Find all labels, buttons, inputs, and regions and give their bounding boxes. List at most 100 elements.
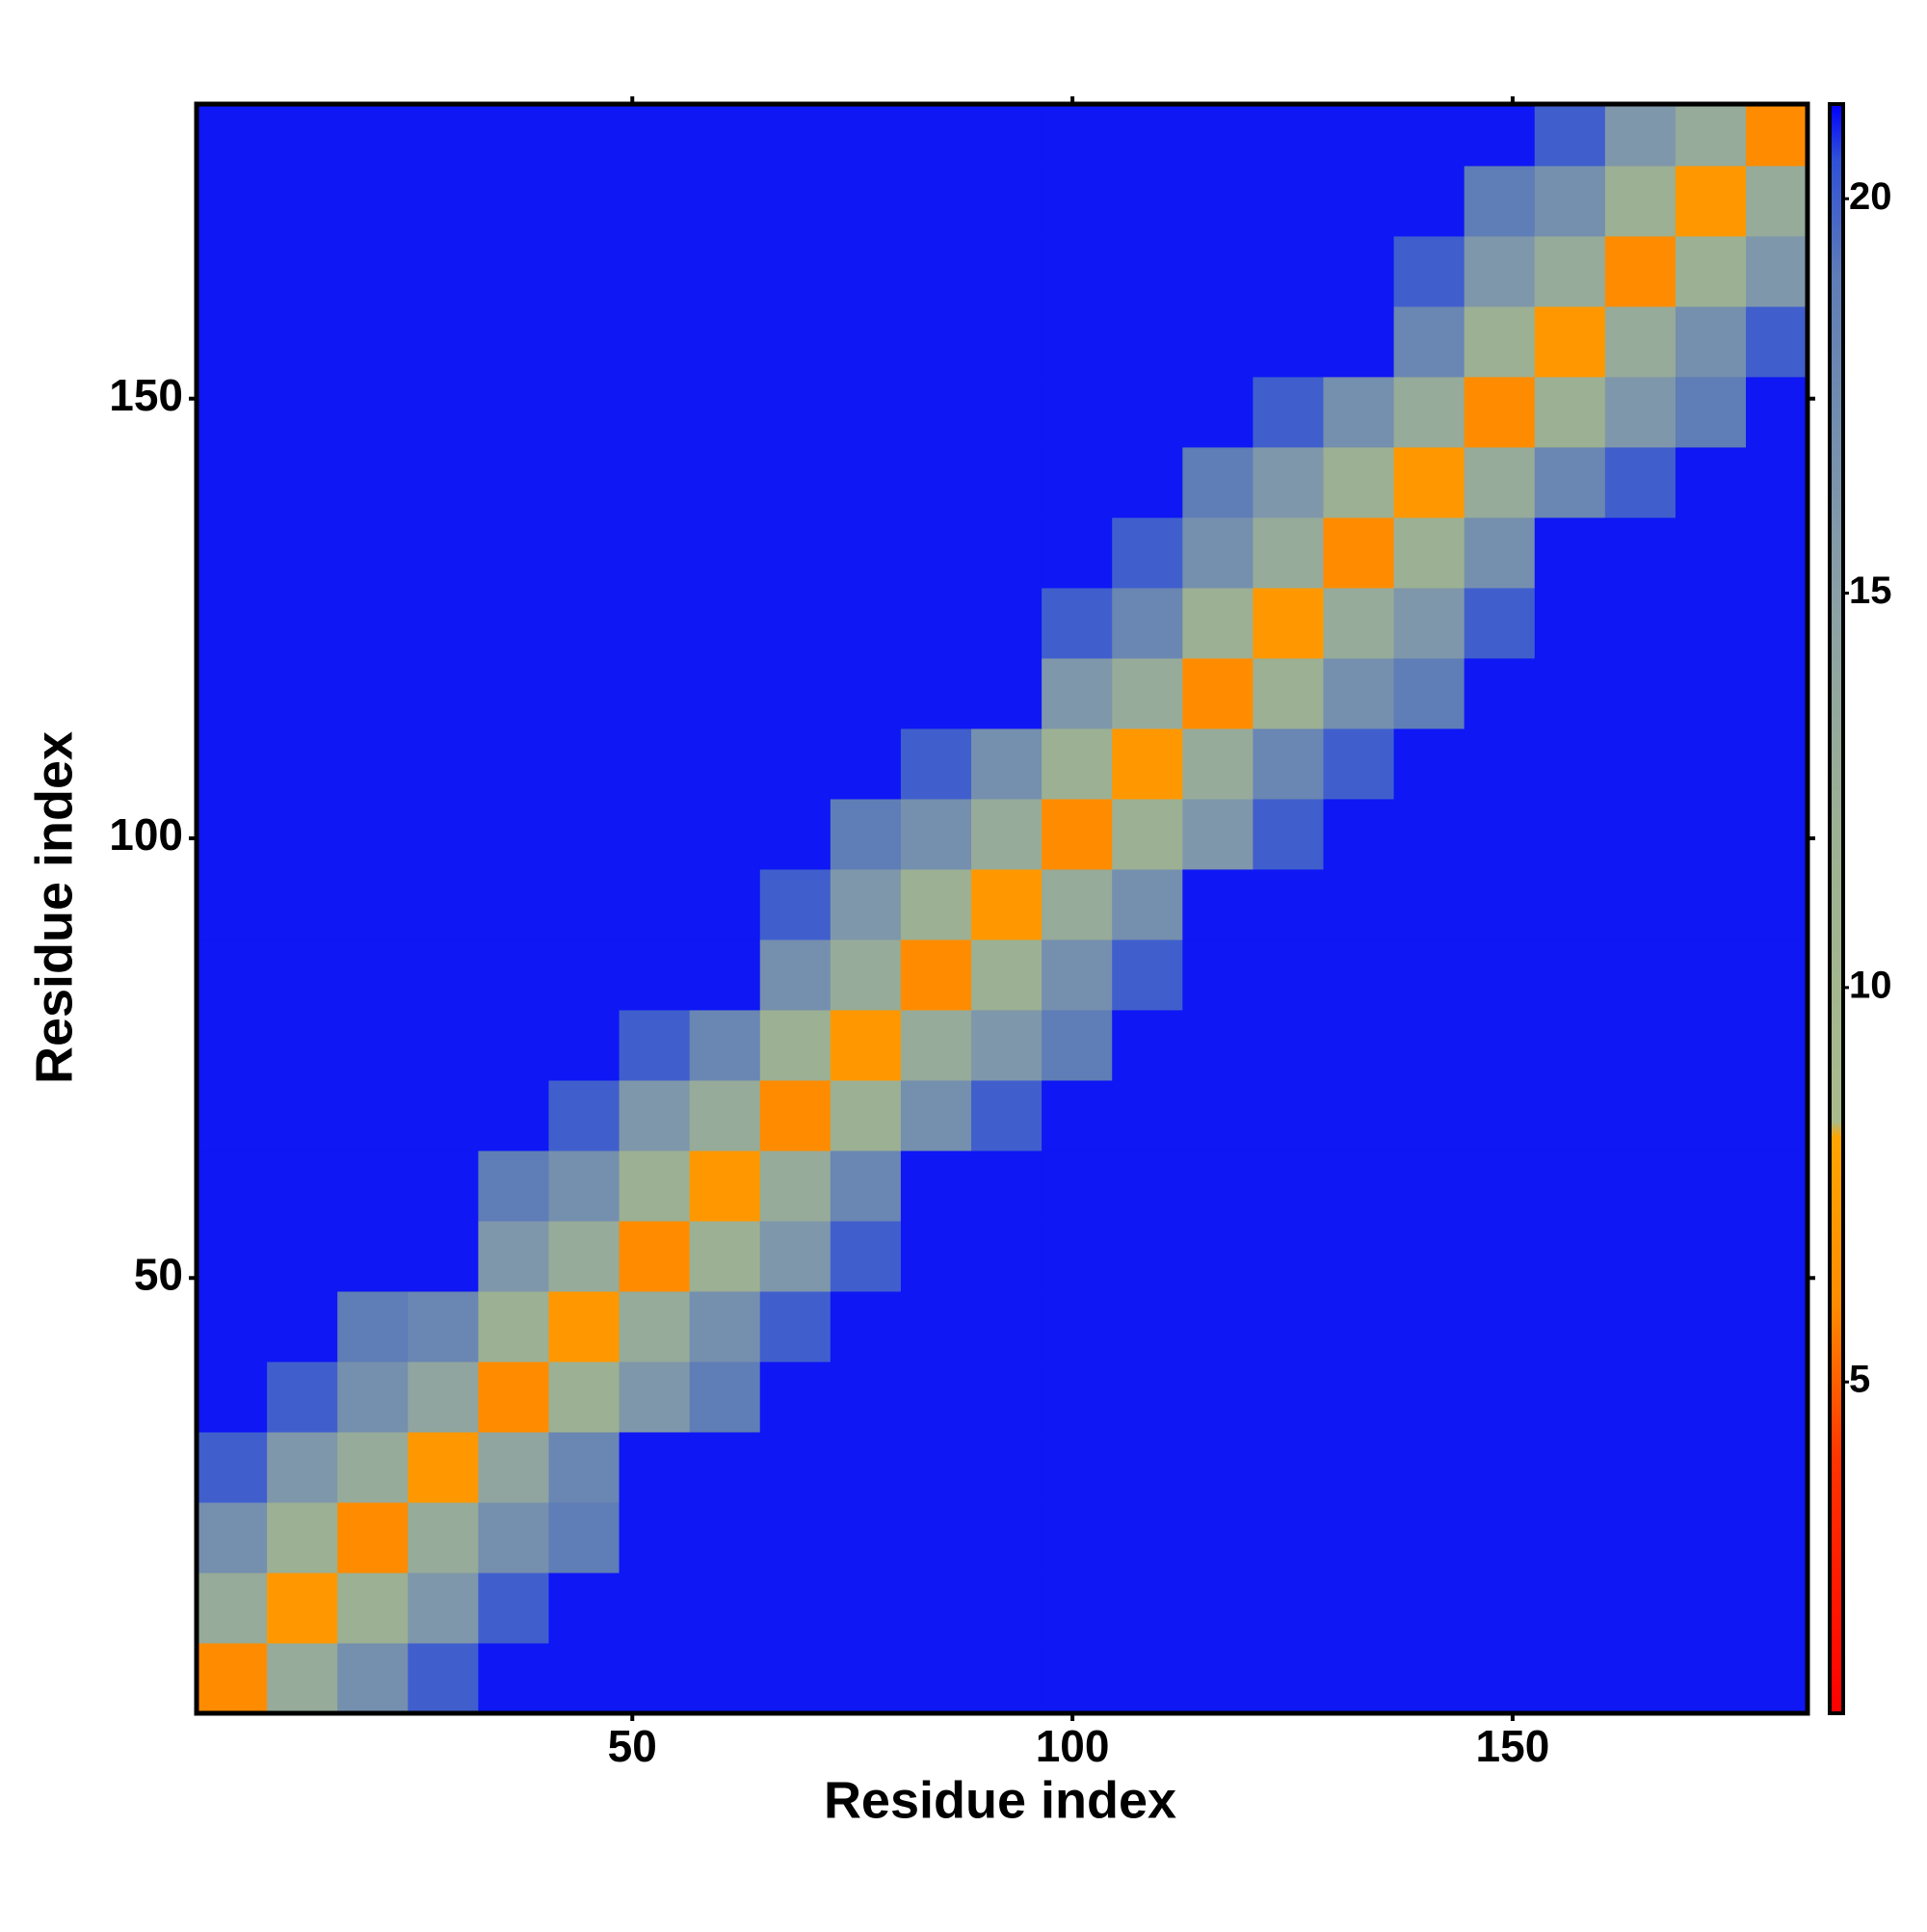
heatmap-cell xyxy=(1112,1572,1183,1644)
heatmap-cell xyxy=(900,1642,972,1714)
heatmap-cell xyxy=(971,1220,1043,1292)
heatmap-cell xyxy=(1746,1572,1808,1644)
heatmap-cell xyxy=(830,305,902,378)
heatmap-cell xyxy=(1112,1642,1183,1714)
heatmap-cell xyxy=(197,1572,268,1644)
heatmap-cell xyxy=(1042,104,1113,167)
heatmap-cell xyxy=(971,798,1043,870)
heatmap-cell xyxy=(267,1220,338,1292)
heatmap-cell xyxy=(900,1220,972,1292)
heatmap-cell xyxy=(1464,868,1536,940)
heatmap-cell xyxy=(971,104,1043,167)
heatmap-cell xyxy=(830,728,902,800)
heatmap-cell xyxy=(1393,1361,1465,1433)
heatmap-cell xyxy=(548,1220,620,1292)
heatmap-cell xyxy=(1675,1220,1747,1292)
heatmap-cell xyxy=(1746,446,1808,518)
heatmap-cell xyxy=(689,165,761,237)
heatmap-cell xyxy=(1746,728,1808,800)
heatmap-cell xyxy=(971,1431,1043,1503)
heatmap-cell xyxy=(619,1150,691,1222)
heatmap-cell xyxy=(548,305,620,378)
heatmap-cell xyxy=(830,1009,902,1081)
heatmap-cell xyxy=(971,728,1043,800)
heatmap-cell xyxy=(619,165,691,237)
heatmap-cell xyxy=(408,587,479,659)
heatmap-cell xyxy=(1746,165,1808,237)
y-tick-label: 100 xyxy=(109,809,183,860)
heatmap-cell xyxy=(830,1150,902,1222)
heatmap-cell xyxy=(1746,1009,1808,1081)
heatmap-cell xyxy=(197,1220,268,1292)
heatmap-cell xyxy=(1182,376,1254,448)
heatmap-cell xyxy=(1464,1642,1536,1714)
heatmap-cell xyxy=(337,1642,409,1714)
heatmap-cell xyxy=(1393,235,1465,307)
heatmap-cell xyxy=(267,376,338,448)
y-axis-title: Residue index xyxy=(25,731,83,1084)
heatmap-cell xyxy=(759,1290,832,1363)
heatmap-cell xyxy=(1182,1431,1254,1503)
heatmap-cell xyxy=(1675,587,1747,659)
heatmap-cell xyxy=(1464,939,1536,1011)
heatmap-cell xyxy=(759,798,832,870)
heatmap-cell xyxy=(759,516,832,589)
heatmap-cell xyxy=(759,939,832,1011)
heatmap-cell xyxy=(408,1572,479,1644)
heatmap-cell xyxy=(900,165,972,237)
heatmap-cell xyxy=(267,235,338,307)
heatmap-cell xyxy=(1182,235,1254,307)
heatmap-cell xyxy=(1464,1009,1536,1081)
heatmap-cell xyxy=(1253,1431,1324,1503)
heatmap-cell xyxy=(267,657,338,729)
heatmap-cell xyxy=(197,939,268,1011)
heatmap-cell xyxy=(1112,446,1183,518)
heatmap-cell xyxy=(1464,446,1536,518)
heatmap-cell xyxy=(1253,1009,1324,1081)
heatmap-cell xyxy=(830,798,902,870)
x-tick-label: 150 xyxy=(1476,1721,1550,1771)
heatmap-cell xyxy=(830,1079,902,1151)
heatmap-cell xyxy=(1675,1642,1747,1714)
heatmap-cell xyxy=(337,798,409,870)
heatmap-cell xyxy=(1042,868,1113,940)
heatmap-cell xyxy=(971,516,1043,589)
heatmap-cell xyxy=(619,798,691,870)
heatmap-cell xyxy=(1534,1572,1606,1644)
heatmap-cell xyxy=(759,1501,832,1574)
heatmap-cell xyxy=(337,939,409,1011)
heatmap-cell xyxy=(830,1431,902,1503)
colorbar-tick-label: 5 xyxy=(1849,1359,1870,1401)
heatmap-cell xyxy=(971,1079,1043,1151)
heatmap-cell xyxy=(1253,587,1324,659)
heatmap-cell xyxy=(1323,165,1395,237)
heatmap-cell xyxy=(689,235,761,307)
heatmap-cell xyxy=(1393,1079,1465,1151)
heatmap-cell xyxy=(408,728,479,800)
heatmap-cell xyxy=(1464,1079,1536,1151)
heatmap-cell xyxy=(1604,1220,1676,1292)
heatmap-cell xyxy=(1534,516,1606,589)
heatmap-cell xyxy=(689,728,761,800)
heatmap-cell xyxy=(759,1009,832,1081)
heatmap-cell xyxy=(1746,939,1808,1011)
heatmap-cell xyxy=(1253,939,1324,1011)
heatmap-cell xyxy=(197,587,268,659)
heatmap-cell xyxy=(689,376,761,448)
heatmap-cell xyxy=(1112,1501,1183,1574)
heatmap-cell xyxy=(1112,1220,1183,1292)
heatmap-cell xyxy=(1604,305,1676,378)
x-axis-title: Residue index xyxy=(824,1771,1176,1829)
heatmap-cell xyxy=(1323,376,1395,448)
colorbar-tick-label: 15 xyxy=(1849,569,1892,612)
heatmap-cell xyxy=(267,1361,338,1433)
heatmap-cell xyxy=(408,376,479,448)
heatmap-cell xyxy=(408,1290,479,1363)
heatmap-cell xyxy=(1604,165,1676,237)
heatmap-cell xyxy=(759,235,832,307)
heatmap-cell xyxy=(1112,587,1183,659)
heatmap-cell xyxy=(971,1642,1043,1714)
heatmap-cell xyxy=(1746,868,1808,940)
heatmap-cell xyxy=(267,1079,338,1151)
